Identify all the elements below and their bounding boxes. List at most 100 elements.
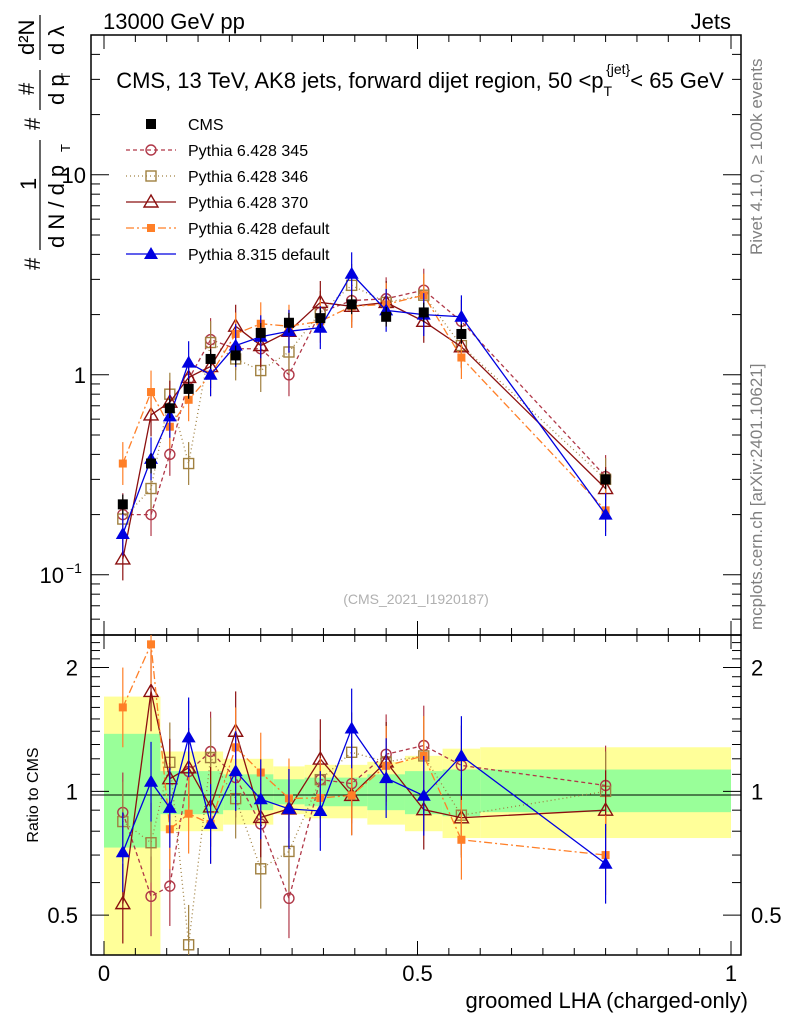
ratio-point	[182, 939, 195, 951]
data-point	[184, 395, 193, 404]
data-point	[164, 448, 176, 461]
ratio-point	[454, 749, 469, 762]
svg-text:#: #	[20, 117, 45, 130]
svg-text:1: 1	[16, 178, 41, 190]
data-point	[181, 355, 196, 368]
data-point	[255, 327, 266, 338]
y-tick-exponent: −1	[66, 560, 82, 576]
ratio-series-p8def	[115, 688, 613, 904]
y-tick-label: 10	[40, 563, 64, 588]
ratio-point	[228, 764, 243, 777]
y-tick-label: 10	[62, 163, 86, 188]
series-line	[122, 289, 607, 516]
legend: CMS Pythia 6.428 345 Pythia 6.428 346 Pythi…	[126, 117, 330, 264]
ratio-point	[313, 804, 328, 817]
legend-marker	[145, 144, 157, 156]
legend-marker	[145, 170, 157, 182]
data-point	[117, 499, 128, 510]
ratio-point	[115, 845, 130, 858]
data-point	[145, 482, 157, 495]
data-point	[346, 299, 357, 310]
data-point	[182, 457, 195, 470]
data-point	[205, 353, 216, 364]
ratio-point	[114, 895, 132, 910]
legend-label: Pythia 6.428 345	[188, 143, 308, 160]
ratio-point	[162, 800, 177, 813]
series-line	[122, 272, 607, 535]
x-axis-label: groomed LHA (charged-only)	[466, 988, 748, 1013]
mcplots-source-label: mcplots.cern.ch [arXiv:2401.10621]	[747, 364, 766, 630]
svg-text:d p: d p	[44, 74, 69, 105]
ratio-point	[457, 835, 466, 844]
data-point	[203, 367, 218, 380]
ratio-point	[253, 792, 268, 805]
series-CMS	[117, 294, 611, 515]
ratio-point	[145, 837, 157, 849]
series-p8def	[115, 252, 613, 556]
svg-text:d λ: d λ	[44, 26, 69, 55]
y-axis-label-ratio: Ratio to CMS	[25, 747, 42, 842]
data-point	[456, 328, 467, 339]
svg-text:#: #	[14, 82, 39, 95]
data-point	[344, 266, 359, 279]
ratio-point	[204, 751, 217, 764]
ratio-point	[379, 771, 394, 784]
data-point	[142, 406, 160, 421]
ratio-point	[145, 890, 157, 903]
series-line	[122, 301, 607, 560]
plot-title: CMS, 13 TeV, AK8 jets, forward dijet reg…	[116, 61, 724, 99]
svg-text:T: T	[58, 144, 73, 152]
ratio-point	[255, 863, 267, 875]
x-tick-label: 1	[725, 961, 737, 986]
legend-label: Pythia 6.428 346	[188, 169, 308, 186]
svg-text:T: T	[59, 72, 73, 80]
series-p6def	[118, 273, 610, 532]
ratio-point	[347, 791, 356, 800]
data-point	[114, 550, 132, 565]
ratio-uncertainty-bands	[104, 696, 731, 955]
legend-label: Pythia 6.428 default	[188, 221, 330, 238]
legend-item-CMS: CMS	[146, 117, 224, 134]
data-point	[600, 474, 611, 485]
main-series-layer	[114, 252, 614, 581]
data-point	[146, 458, 157, 469]
legend-label: CMS	[188, 117, 224, 134]
legend-marker	[142, 193, 160, 208]
ratio-tick-label-left: 0.5	[47, 903, 78, 928]
ratio-point	[164, 880, 176, 892]
data-point	[381, 311, 392, 322]
y-tick-label: 1	[74, 363, 86, 388]
data-point	[164, 403, 175, 414]
legend-marker	[144, 247, 158, 259]
data-point	[454, 309, 469, 322]
svg-text:d N / d p: d N / d p	[44, 165, 69, 248]
category-label: Jets	[691, 9, 731, 34]
ratio-point	[416, 788, 431, 801]
x-tick-label: 0	[98, 961, 110, 986]
ratio-point	[147, 640, 156, 649]
data-point	[418, 307, 429, 318]
ratio-line	[122, 751, 606, 945]
data-point	[147, 388, 156, 397]
data-point	[598, 507, 613, 520]
data-point	[315, 313, 326, 324]
legend-marker	[147, 224, 155, 232]
rivet-version-label: Rivet 4.1.0, ≥ 100k events	[747, 59, 766, 255]
data-point	[230, 350, 241, 361]
ratio-point	[144, 774, 159, 787]
energy-label: 13000 GeV pp	[103, 9, 245, 34]
ratio-point	[184, 809, 193, 818]
legend-label: Pythia 8.315 default	[188, 247, 330, 264]
ratio-tick-label-left: 1	[66, 779, 78, 804]
svg-text:#: #	[20, 257, 45, 270]
analysis-reference: (CMS_2021_I1920187)	[343, 591, 489, 607]
legend-item-p370: Pythia 6.428 370	[126, 193, 308, 212]
ratio-point	[597, 801, 614, 816]
ratio-point	[283, 892, 295, 905]
ratio-line	[122, 744, 606, 901]
data-point	[115, 526, 130, 539]
y-axis-label-main: # 1 d N / d p T # # d p T d²N d λ	[14, 15, 73, 270]
data-point	[283, 317, 294, 328]
ratio-series-layer	[114, 635, 614, 955]
